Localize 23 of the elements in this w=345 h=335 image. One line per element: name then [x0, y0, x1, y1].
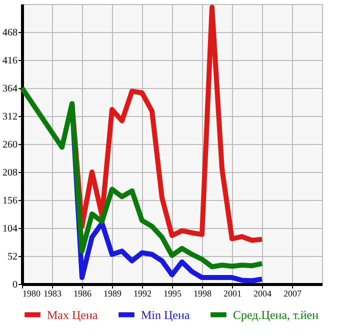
- y-tick-label: 312: [2, 112, 18, 122]
- y-tick-label: 260: [2, 140, 18, 150]
- x-tick-label: 1992: [134, 288, 152, 298]
- x-tick-label: 1995: [164, 288, 182, 298]
- y-tick-label: 364: [2, 84, 18, 94]
- legend-label: Сред.Цена, т.йен: [233, 308, 320, 322]
- x-tick-label: 2007: [284, 288, 302, 298]
- y-tick-label: 468: [2, 28, 18, 38]
- y-tick-label: 0: [12, 280, 18, 290]
- legend-label: Min Цена: [141, 308, 190, 322]
- x-tick-label: 1983: [44, 288, 62, 298]
- legend-label: Max Цена: [47, 308, 98, 322]
- x-tick-label: 1980: [22, 288, 41, 298]
- x-tick-label: 1998: [194, 288, 212, 298]
- x-tick-label: 2001: [224, 288, 242, 298]
- y-tick-label: 52: [8, 252, 18, 262]
- y-tick-label: 156: [2, 196, 18, 206]
- y-tick-label: 416: [2, 56, 18, 66]
- y-tick-label: 104: [2, 224, 18, 234]
- x-tick-label: 1986: [74, 288, 92, 298]
- x-tick-label: 2004: [254, 288, 272, 298]
- y-tick-label: 208: [2, 168, 18, 178]
- x-tick-label: 1989: [104, 288, 122, 298]
